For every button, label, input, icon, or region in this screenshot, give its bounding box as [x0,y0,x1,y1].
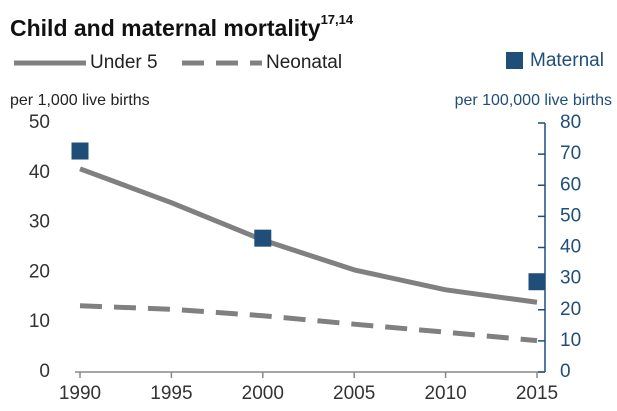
y2-tick-label: 60 [560,174,581,195]
y-tick-label: 50 [29,112,50,133]
y2-tick-label: 40 [560,237,581,258]
title-superscript: 17,14 [321,12,354,27]
y-tick-label: 30 [29,212,50,233]
y-axis-label: per 1,000 live births [10,92,150,109]
legend-swatch [506,52,523,69]
y2-tick-label: 80 [560,112,581,133]
y-tick-label: 0 [39,361,50,382]
y2-tick-label: 10 [560,330,581,351]
legend-label: Maternal [530,50,604,71]
legend-label: Under 5 [90,52,158,73]
legend-label: Neonatal [266,52,342,73]
marker [254,229,272,247]
y-tick-label: 20 [29,261,50,282]
marker [71,142,89,160]
marker [528,273,546,291]
x-tick-label: 1990 [59,383,101,404]
y2-tick-label: 30 [560,268,581,289]
series-line [79,166,538,305]
series-line [79,303,538,344]
y-tick-label: 10 [29,311,50,332]
y2-tick-label: 50 [560,205,581,226]
y2-tick-label: 20 [560,299,581,320]
x-tick-label: 1995 [150,383,192,404]
x-tick-label: 2005 [333,383,375,404]
y2-tick-label: 70 [560,143,581,164]
y2-tick-label: 0 [560,361,571,382]
x-tick-label: 2010 [424,383,466,404]
x-tick-label: 2015 [516,383,558,404]
title-text: Child and maternal mortality [10,15,321,41]
y-tick-label: 40 [29,162,50,183]
x-tick-label: 2000 [242,383,284,404]
chart-title: Child and maternal mortality17,14 [10,12,354,41]
y2-axis-label: per 100,000 live births [455,92,612,109]
